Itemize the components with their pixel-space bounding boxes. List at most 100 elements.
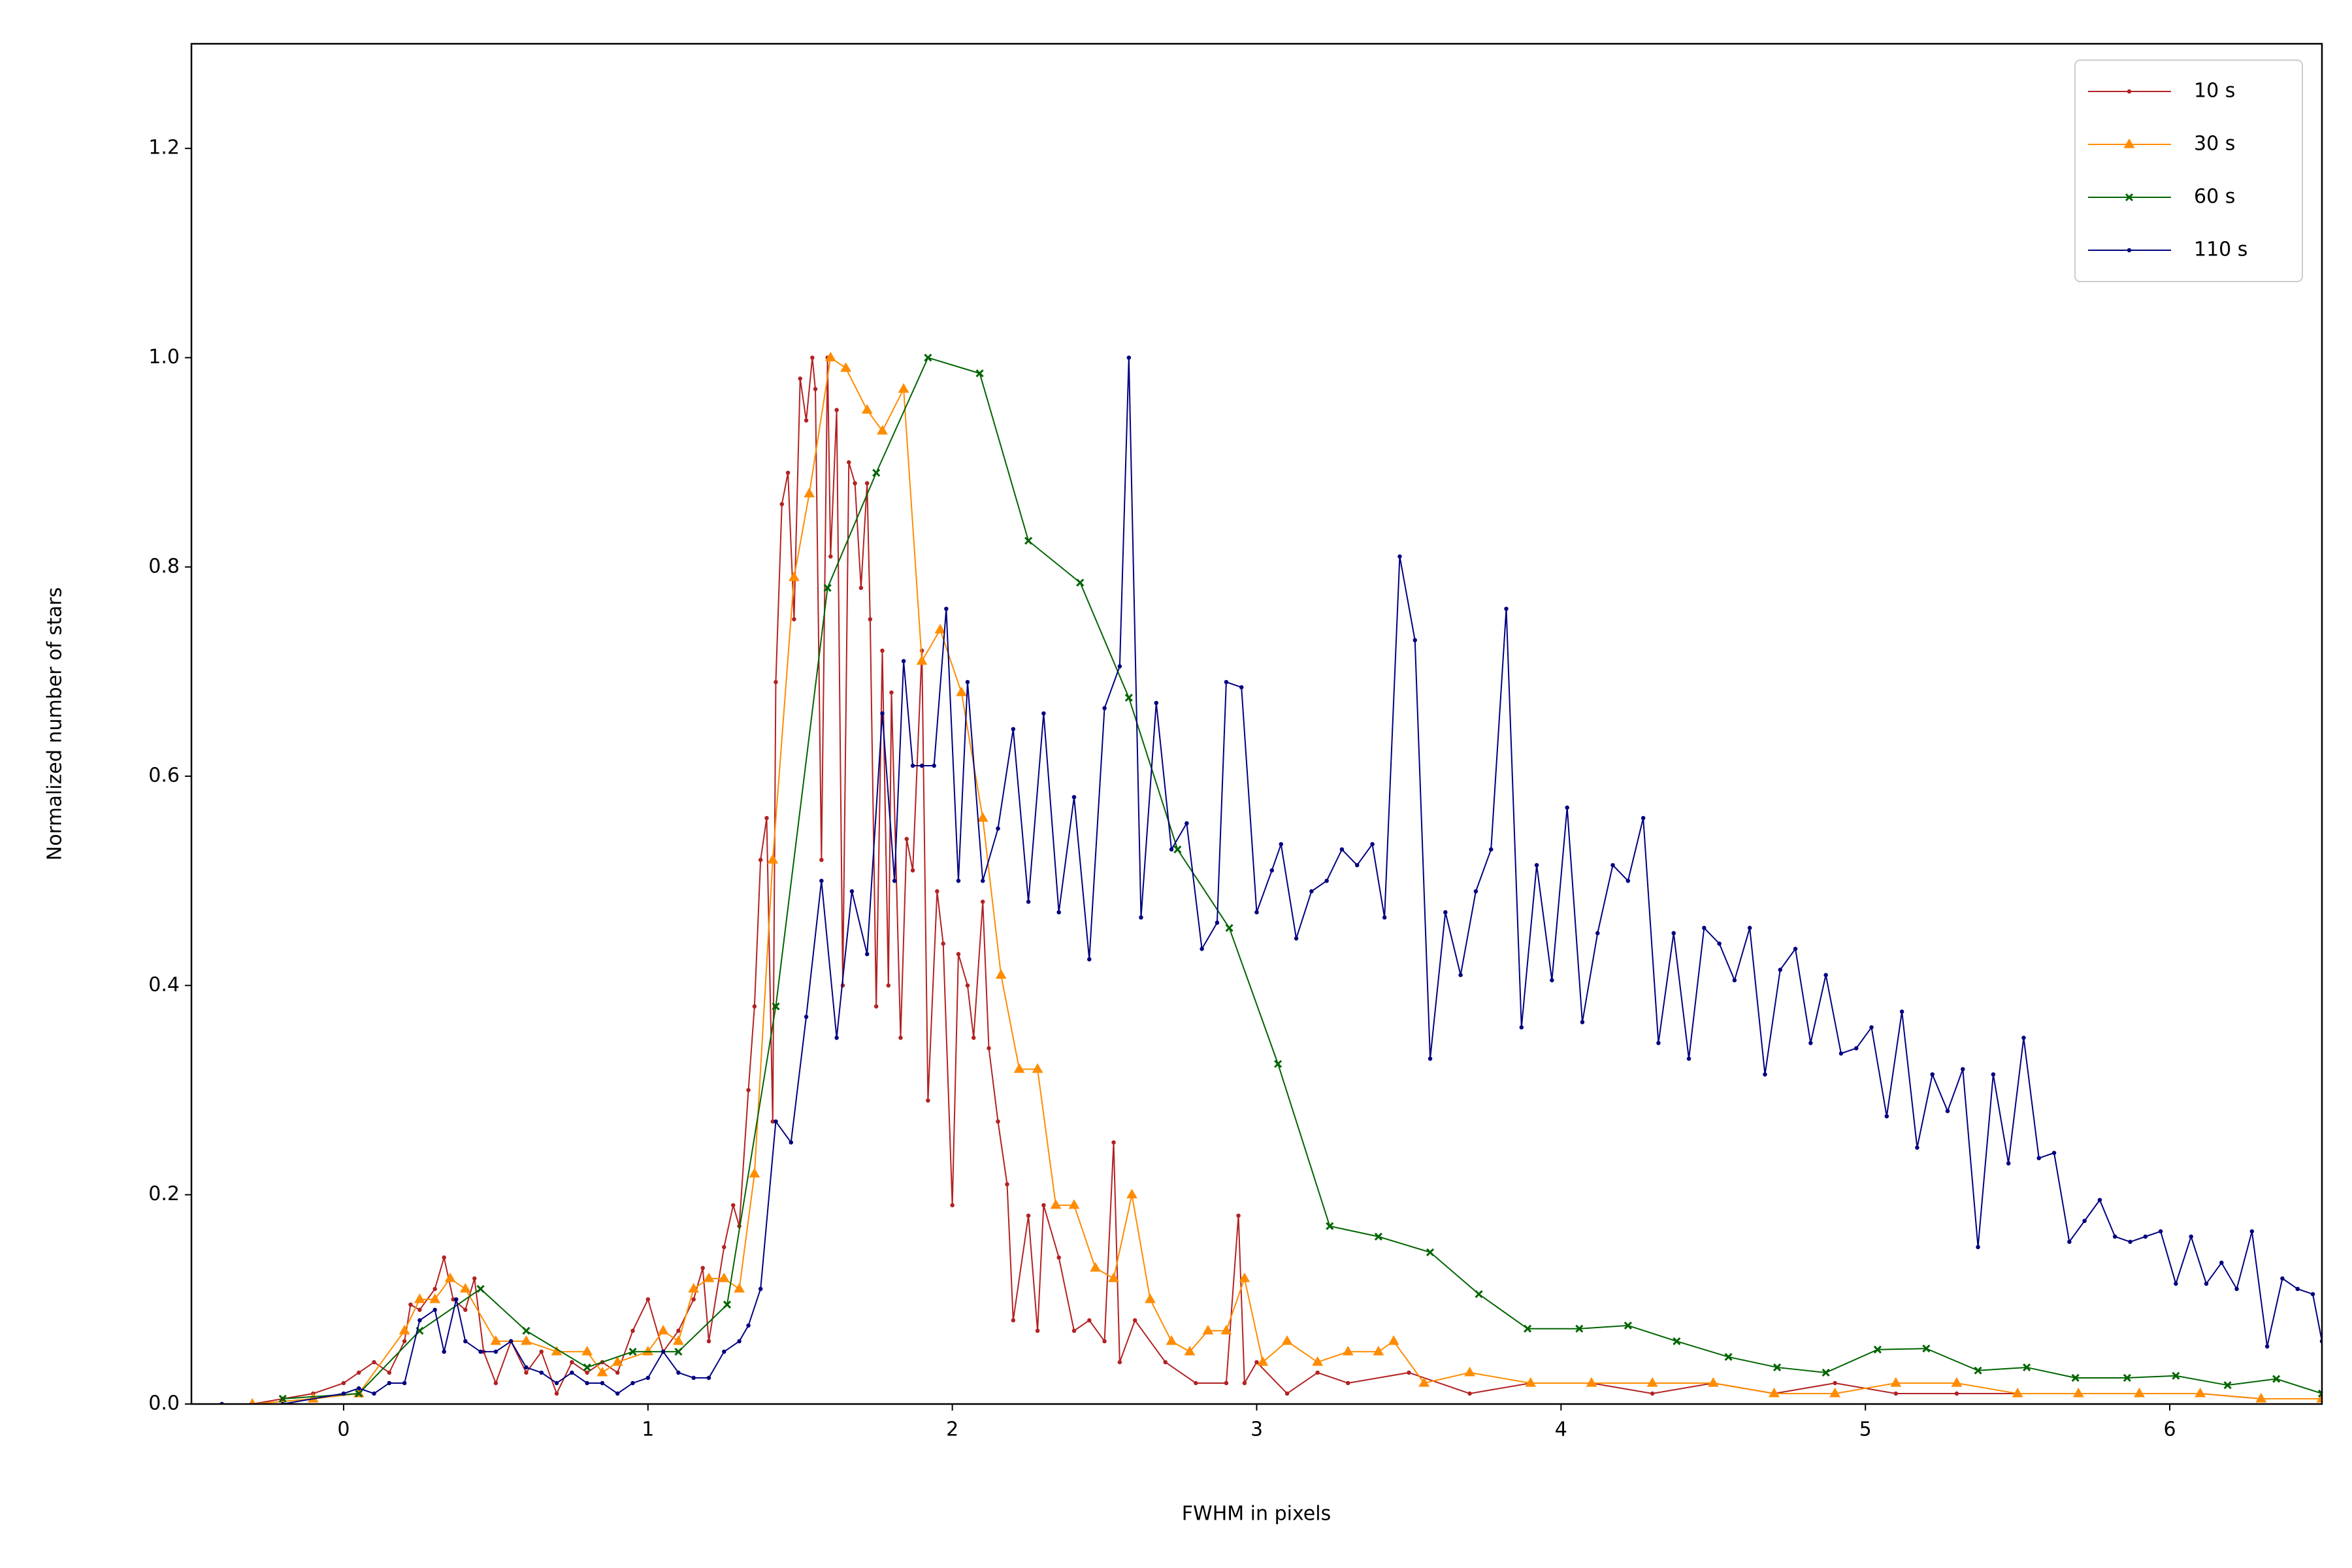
marker — [1808, 1041, 1813, 1045]
x-tick-label: 6 — [2164, 1418, 2176, 1441]
marker — [847, 460, 851, 465]
marker — [919, 763, 924, 768]
marker — [758, 857, 763, 862]
marker — [723, 1300, 731, 1309]
marker — [956, 686, 968, 696]
marker — [1173, 845, 1182, 854]
marker — [1013, 1063, 1025, 1073]
marker — [718, 1272, 730, 1282]
marker — [1024, 536, 1033, 545]
marker — [1407, 1370, 1411, 1375]
marker — [1274, 1060, 1282, 1068]
marker — [1991, 1072, 1996, 1077]
marker — [810, 355, 815, 360]
marker — [1041, 711, 1046, 716]
x-tick-label: 4 — [1555, 1418, 1567, 1441]
marker — [788, 571, 800, 581]
marker — [1550, 978, 1554, 983]
marker — [642, 1345, 654, 1356]
marker — [2072, 1387, 2084, 1397]
marker — [1071, 794, 1077, 800]
marker — [1974, 1366, 1982, 1375]
marker — [1124, 693, 1133, 702]
marker — [892, 878, 897, 883]
x-tick-label: 0 — [337, 1418, 350, 1441]
marker — [1154, 700, 1159, 706]
marker — [734, 1282, 745, 1293]
marker — [1418, 1377, 1430, 1387]
marker — [1702, 926, 1707, 930]
marker — [853, 481, 857, 485]
marker — [645, 1375, 651, 1380]
marker — [1464, 1366, 1475, 1377]
marker — [551, 1345, 563, 1356]
marker — [1773, 1363, 1782, 1372]
marker — [874, 1004, 879, 1009]
marker — [758, 1286, 763, 1292]
marker — [1139, 915, 1143, 920]
marker — [454, 1297, 459, 1302]
marker — [414, 1293, 425, 1303]
marker — [2195, 1387, 2206, 1397]
marker — [493, 1380, 498, 1386]
marker — [823, 583, 832, 592]
marker — [779, 502, 785, 506]
marker — [493, 1349, 498, 1354]
marker — [901, 659, 906, 664]
marker — [1717, 941, 1722, 946]
marker — [996, 826, 1000, 831]
marker — [402, 1380, 407, 1386]
marker — [977, 812, 988, 822]
marker — [950, 1203, 955, 1207]
marker — [1575, 1324, 1584, 1333]
series — [220, 355, 2322, 1404]
marker — [1915, 1145, 1919, 1150]
marker — [2317, 1389, 2322, 1398]
marker — [1534, 862, 1539, 868]
marker — [1458, 973, 1463, 977]
y-tick-label: 0.2 — [148, 1183, 180, 1205]
marker — [2280, 1276, 2285, 1281]
marker — [774, 1119, 778, 1124]
series — [220, 355, 2322, 1404]
marker — [1519, 1025, 1524, 1030]
marker — [1056, 910, 1061, 915]
marker — [1005, 1182, 1009, 1186]
marker — [408, 1302, 413, 1307]
marker — [372, 1360, 376, 1365]
marker — [1354, 862, 1360, 868]
marker — [1656, 1041, 1661, 1045]
marker — [770, 1119, 776, 1124]
marker — [1732, 978, 1737, 983]
marker — [956, 952, 961, 956]
marker — [746, 1088, 751, 1092]
marker — [1778, 968, 1783, 972]
marker — [387, 1380, 392, 1386]
marker — [1884, 1114, 1889, 1119]
marker — [2128, 1239, 2132, 1245]
legend-box — [2074, 59, 2303, 282]
marker — [524, 1370, 529, 1375]
marker — [472, 1276, 477, 1281]
marker — [402, 1339, 407, 1344]
marker — [767, 854, 779, 864]
marker — [1342, 1345, 1354, 1356]
marker — [746, 1323, 751, 1328]
marker — [356, 1386, 361, 1391]
marker — [612, 1356, 623, 1366]
marker — [581, 1345, 593, 1356]
marker — [1184, 821, 1189, 826]
marker — [1011, 1318, 1016, 1323]
marker — [898, 383, 909, 393]
marker — [2023, 1363, 2031, 1372]
marker — [539, 1370, 544, 1375]
marker — [1035, 1328, 1040, 1333]
marker — [615, 1370, 620, 1375]
marker — [749, 1168, 760, 1178]
marker — [1646, 1377, 1658, 1387]
marker — [2295, 1286, 2300, 1292]
marker — [1823, 973, 1828, 977]
marker — [1854, 1046, 1859, 1051]
marker — [2316, 1392, 2322, 1403]
marker — [1050, 1199, 1062, 1209]
